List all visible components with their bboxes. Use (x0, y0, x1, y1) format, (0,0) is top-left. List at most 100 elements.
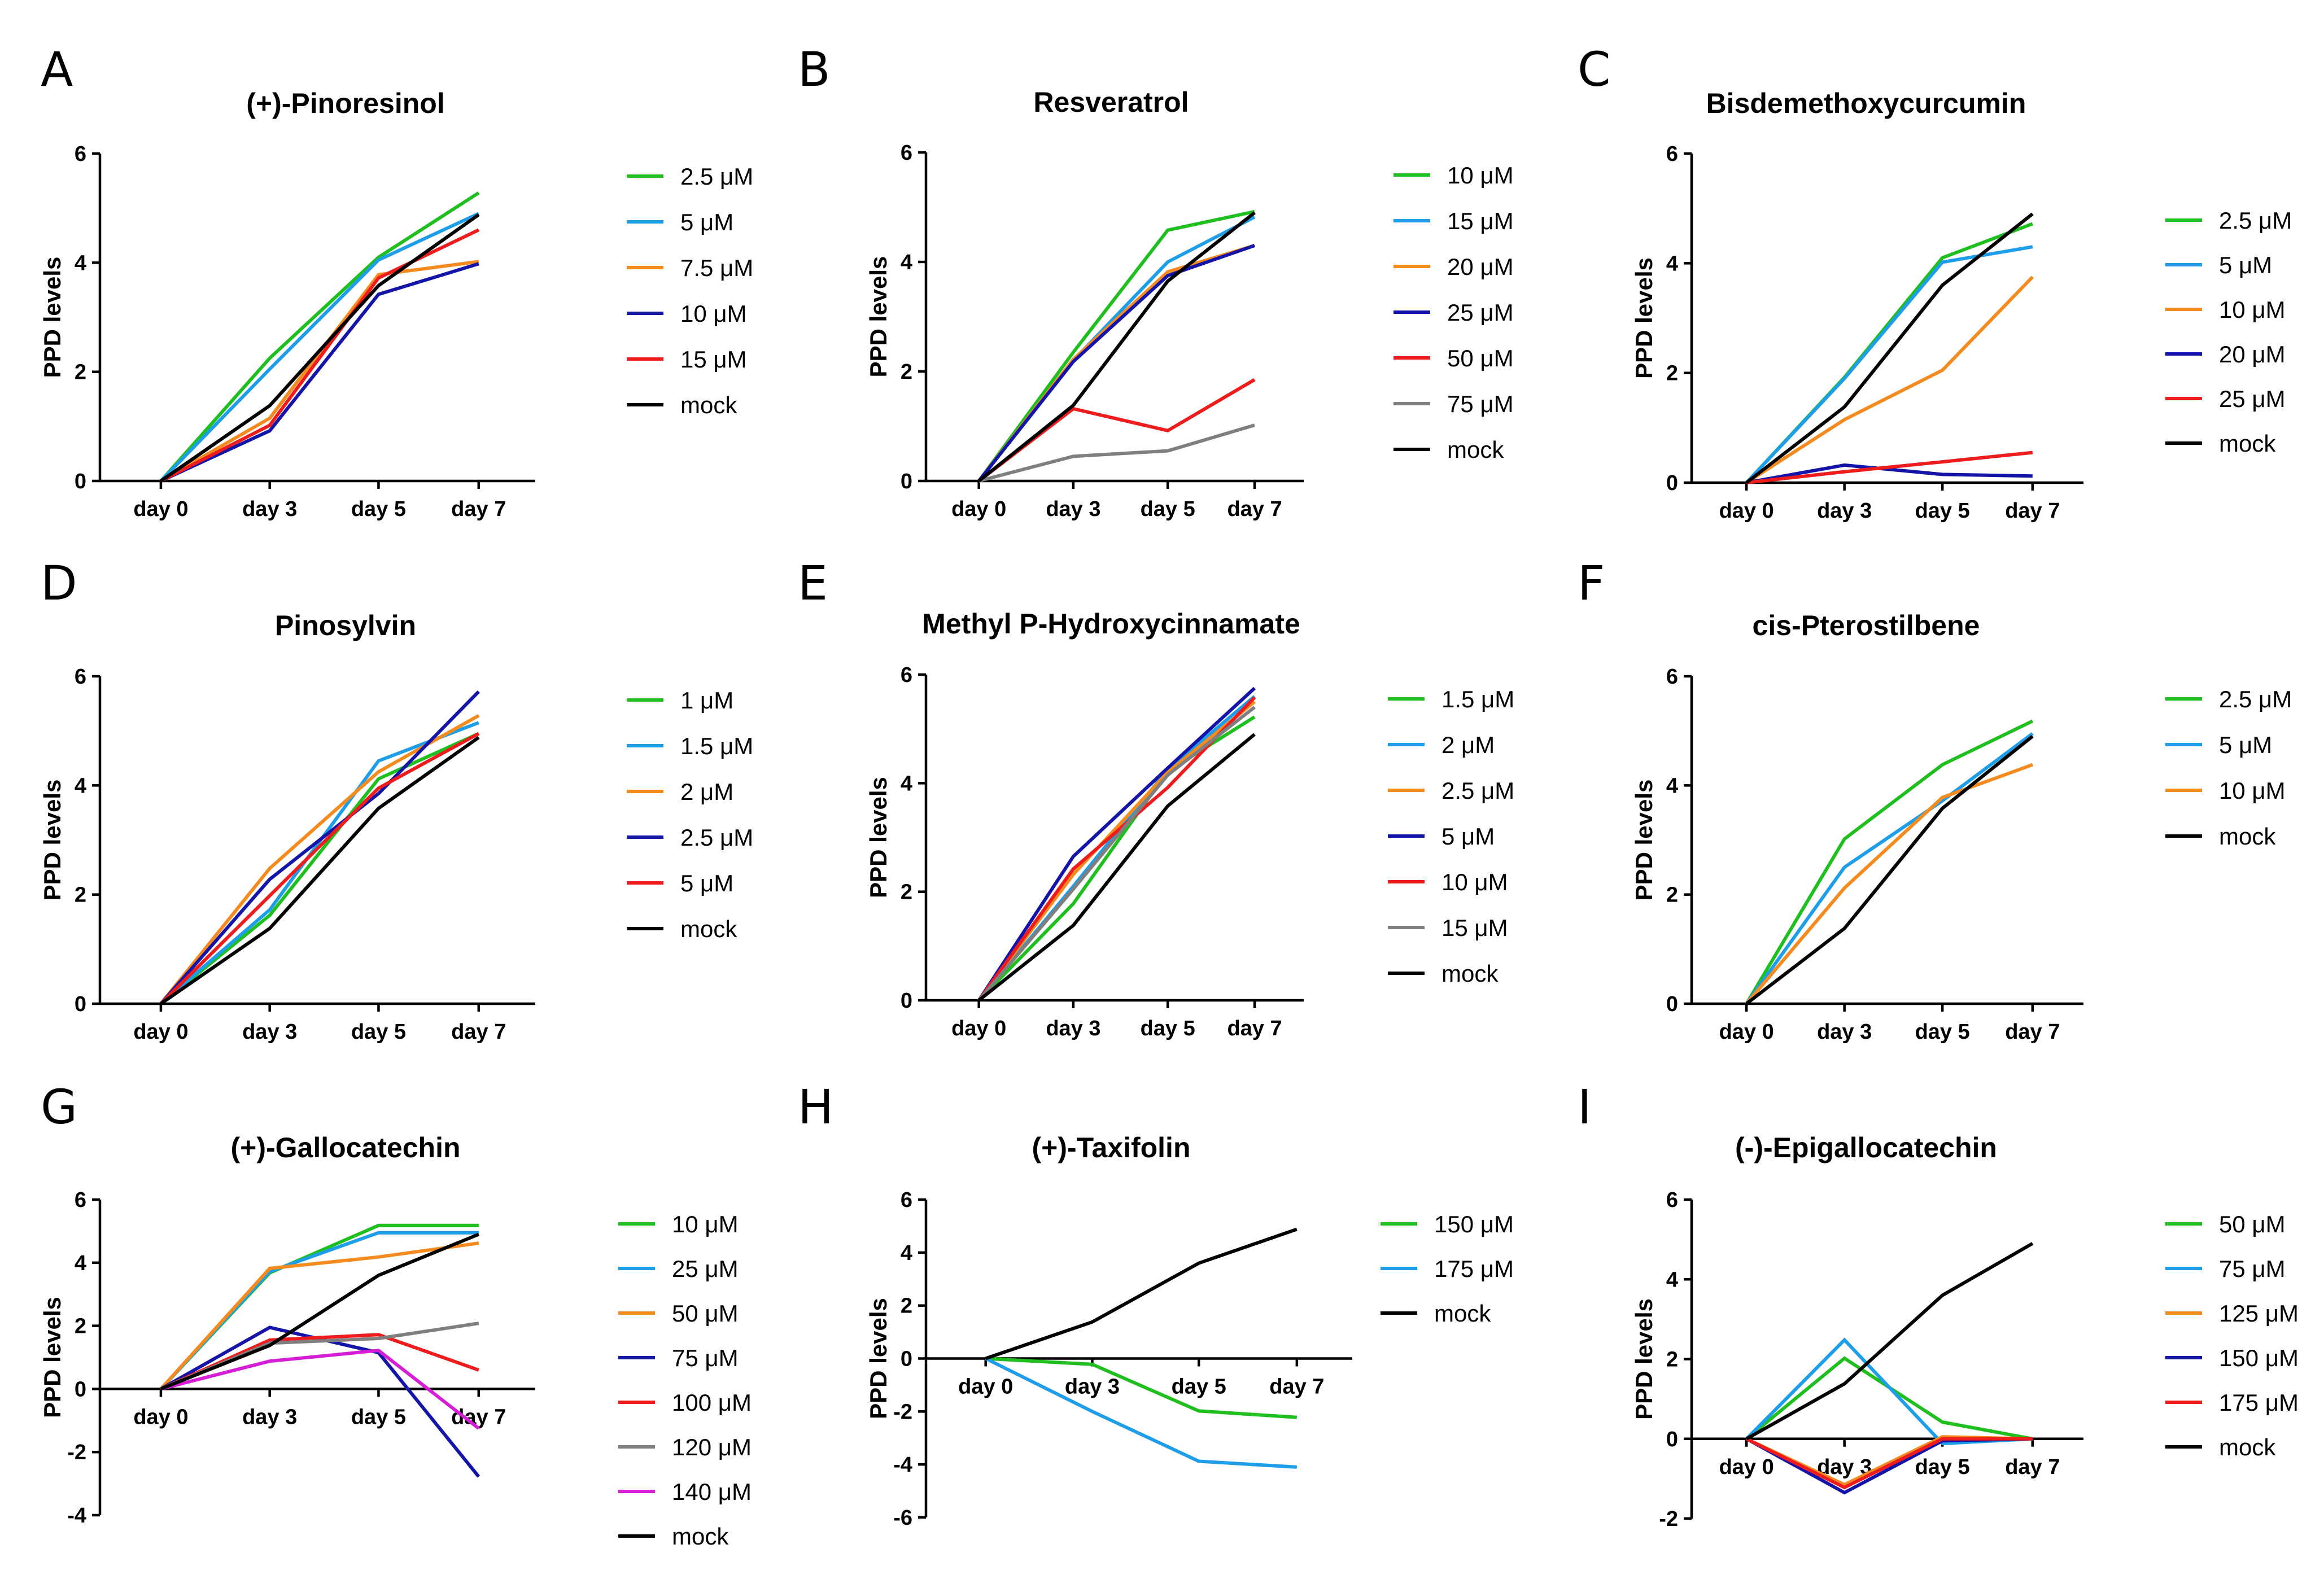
legend-label: 20 μM (1447, 253, 1514, 280)
y-axis-title: PPD levels (1631, 780, 1657, 901)
legend-label: mock (680, 916, 737, 942)
x-tick-label: day 5 (1915, 1020, 1970, 1044)
y-tick-label: 6 (75, 1188, 86, 1212)
legend-label: 50 μM (2219, 1211, 2286, 1237)
series-line (159, 1231, 479, 1390)
chart-panel-b: B Resveratrol PPD levels 0 2 4 6 day 0 day 3 day … (798, 42, 1514, 521)
panel-letter: G (41, 1079, 77, 1135)
legend-label: 75 μM (2219, 1255, 2286, 1282)
legend-label: 5 μM (2219, 732, 2272, 758)
y-tick-label: 6 (1666, 665, 1678, 689)
legend-label: 1.5 μM (1441, 686, 1514, 712)
series-line (1745, 212, 2034, 484)
chart-title: (-)-Epigallocatechin (1735, 1132, 1997, 1163)
series-line (160, 228, 480, 483)
legend-label: 25 μM (1447, 299, 1514, 326)
legend-label: mock (1441, 960, 1499, 987)
legend-label: mock (2219, 1434, 2276, 1460)
y-tick-label: 2 (901, 1294, 912, 1318)
legend-label: 10 μM (2219, 777, 2286, 804)
chart-panel-a: A (+)-Pinoresinol PPD levels 0 2 4 6 day 0 day 3… (39, 42, 753, 521)
legend-label: 150 μM (1434, 1211, 1514, 1237)
series-line (1745, 1437, 2033, 1490)
y-tick-label: 0 (901, 1348, 912, 1371)
legend-label: 10 μM (1441, 869, 1508, 895)
y-axis-title: PPD levels (1631, 257, 1657, 379)
chart-panel-i: I (-)-Epigallocatechin PPD levels -2 0 2 4 6 day… (1578, 1079, 2299, 1531)
y-tick-label: -6 (893, 1506, 912, 1530)
panel-letter: H (798, 1079, 833, 1135)
x-tick-label: day 0 (1719, 1455, 1774, 1479)
y-tick-label: 6 (75, 142, 86, 166)
legend-label: 150 μM (2219, 1345, 2299, 1371)
y-tick-label: 6 (901, 1188, 912, 1212)
legend-label: mock (2219, 430, 2276, 457)
legend-label: 175 μM (1434, 1255, 1514, 1282)
y-tick-label: -2 (893, 1400, 912, 1424)
y-tick-label: 2 (1666, 1348, 1678, 1372)
legend-label: 20 μM (2219, 341, 2286, 368)
series-line (159, 690, 480, 1005)
series-line (985, 1357, 1297, 1469)
x-tick-label: day 5 (351, 497, 406, 521)
x-tick-label: day 3 (242, 1020, 297, 1044)
panel-letter: F (1578, 555, 1605, 611)
series-line (159, 732, 480, 1005)
y-tick-label: 6 (1666, 142, 1678, 166)
chart-title: (+)-Gallocatechin (230, 1132, 460, 1163)
legend-label: mock (2219, 823, 2276, 850)
y-tick-label: 0 (901, 989, 912, 1013)
legend-label: 2 μM (680, 778, 733, 805)
legend-label: 1.5 μM (680, 733, 753, 759)
y-tick-label: 4 (901, 772, 912, 795)
y-tick-label: 0 (75, 992, 86, 1016)
x-tick-label: day 3 (1817, 1020, 1872, 1044)
x-tick-label: day 7 (2005, 499, 2060, 523)
y-tick-label: 2 (901, 881, 912, 904)
y-tick-label: 6 (901, 141, 912, 165)
y-axis-title: PPD levels (865, 777, 892, 898)
chart-title: Methyl P-Hydroxycinnamate (922, 608, 1300, 640)
y-axis-title: PPD levels (865, 256, 892, 378)
x-tick-label: day 7 (451, 497, 506, 521)
chart-title: cis-Pterostilbene (1753, 610, 1980, 641)
x-tick-label: day 0 (951, 1017, 1006, 1040)
series-line (160, 1325, 480, 1478)
x-tick-label: day 7 (451, 1405, 506, 1429)
legend-label: 15 μM (1441, 915, 1508, 941)
chart-panel-e: E Methyl P-Hydroxycinnamate PPD levels 0 2 4 6… (798, 555, 1514, 1040)
series-line (1746, 463, 2033, 484)
y-tick-label: 2 (75, 883, 86, 907)
chart-title: Bisdemethoxycurcumin (1706, 88, 2026, 119)
series-line (977, 700, 1256, 1001)
x-tick-label: day 3 (1046, 1017, 1100, 1040)
legend-label: mock (1447, 436, 1504, 463)
legend-label: 10 μM (2219, 296, 2286, 323)
y-tick-label: 2 (75, 361, 86, 384)
y-tick-label: 0 (1666, 992, 1678, 1016)
y-tick-label: 4 (901, 1241, 912, 1265)
y-tick-label: 2 (1666, 362, 1678, 386)
y-axis-title: PPD levels (39, 780, 65, 901)
series-line (1745, 763, 2033, 1005)
legend-label: 5 μM (680, 870, 733, 896)
legend-label: 10 μM (680, 300, 747, 327)
chart-panel-c: C Bisdemethoxycurcumin PPD levels 0 2 4 6 day 0… (1578, 42, 2292, 523)
legend-label: 75 μM (1447, 391, 1514, 417)
series-line (1745, 275, 2034, 484)
legend-label: 120 μM (672, 1434, 752, 1460)
series-line (1745, 719, 2034, 1005)
series-line (1746, 450, 2033, 484)
series-line (160, 1349, 480, 1430)
y-tick-label: 0 (901, 470, 912, 493)
y-tick-label: 4 (1666, 252, 1678, 275)
x-tick-label: day 0 (958, 1375, 1013, 1399)
x-tick-label: day 7 (1269, 1375, 1324, 1399)
y-tick-label: -4 (67, 1504, 86, 1528)
y-tick-label: 4 (75, 1252, 86, 1275)
legend-label: 50 μM (1447, 345, 1514, 371)
legend-label: 100 μM (672, 1389, 752, 1416)
legend-label: 2.5 μM (680, 163, 753, 190)
series-line (977, 706, 1256, 1001)
